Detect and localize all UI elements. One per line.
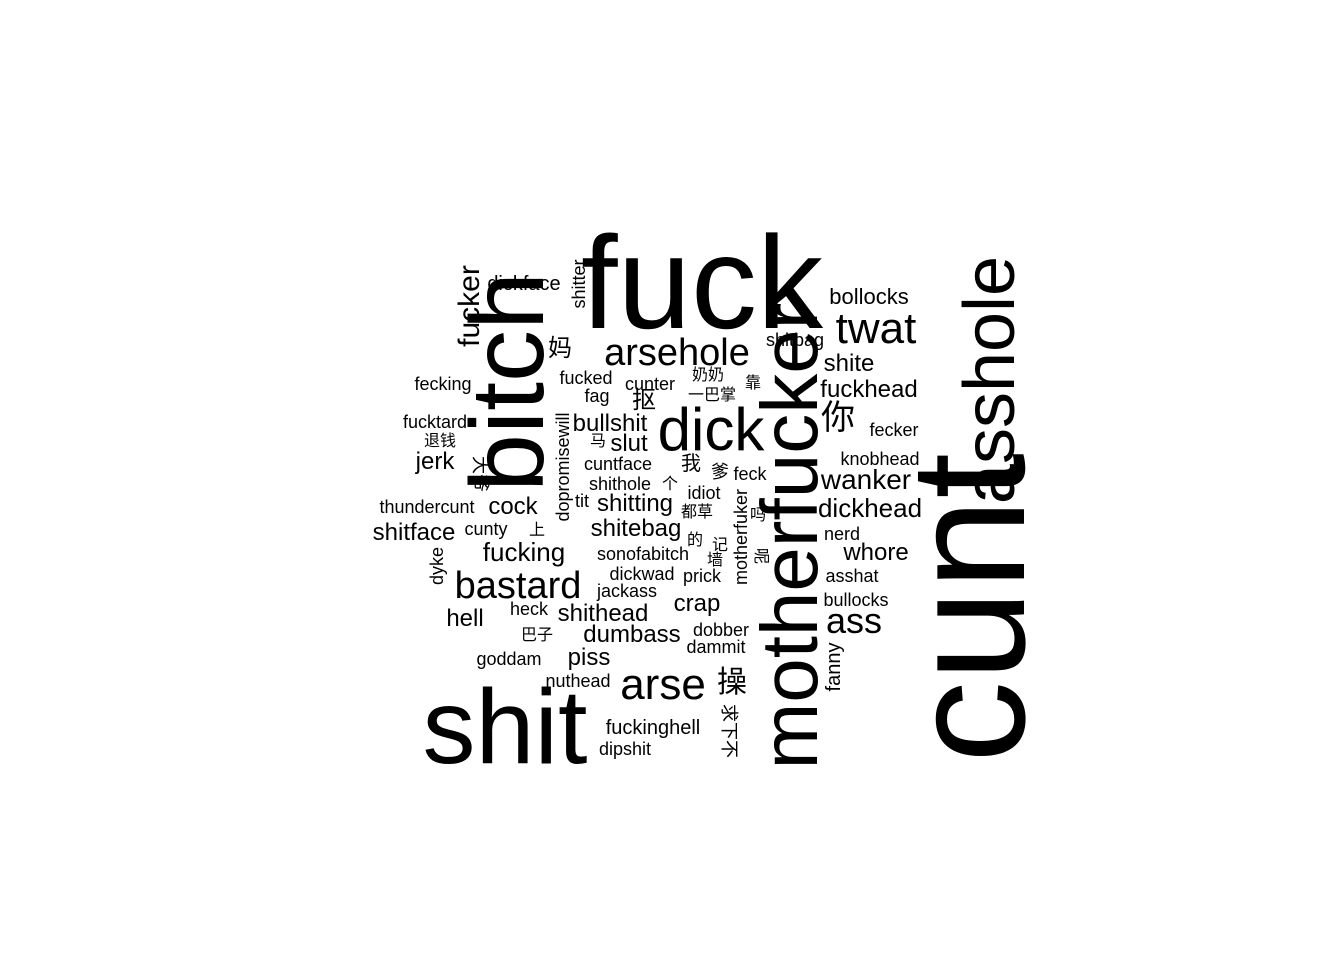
cloud-word: asshat (825, 566, 878, 586)
cloud-word: goddam (476, 649, 541, 669)
cloud-word: ass (826, 600, 882, 641)
cloud-word: 求下不 (719, 704, 739, 758)
cloud-word: 呢 (752, 548, 769, 564)
cloud-word: prick (683, 566, 722, 586)
cloud-word: dipshit (599, 739, 651, 759)
cloud-word: 个 (662, 475, 678, 493)
cloud-word: asshole (950, 256, 1030, 504)
cloud-word: shitface (373, 519, 456, 546)
cloud-word: 抠 (632, 387, 656, 414)
cloud-word: nuthead (545, 671, 610, 691)
cloud-word: arse (620, 660, 706, 709)
cloud-word: 靠 (745, 374, 761, 392)
cloud-word: cunt (876, 453, 1059, 763)
cloud-word: cock (488, 493, 538, 520)
cloud-word: cuntface (584, 454, 652, 474)
cloud-word: 操 (717, 666, 747, 699)
cloud-word: 马 (590, 432, 606, 450)
cloud-word: slut (610, 430, 648, 457)
cloud-word: fucked (559, 368, 612, 388)
cloud-word: 我 (681, 452, 701, 475)
cloud-word: shithead (558, 600, 649, 627)
cloud-word: 巴子 (521, 626, 553, 644)
cloud-word: shitbag (766, 330, 824, 350)
cloud-word: cunter (625, 374, 675, 394)
cloud-word: jerk (415, 448, 456, 475)
cloud-word: dopromisewill (553, 412, 573, 521)
cloud-word: shithole (589, 474, 651, 494)
cloud-word: 都草 (681, 503, 713, 521)
cloud-word: fuckhead (820, 376, 917, 403)
cloud-word: nerd (824, 524, 860, 544)
cloud-word: shitter (569, 259, 589, 308)
cloud-word: hell (446, 605, 483, 632)
cloud-word: dumbass (583, 621, 680, 648)
cloud-word: dickface (487, 273, 560, 295)
cloud-word: wanker (820, 464, 911, 495)
cloud-word: fucker (453, 265, 486, 347)
cloud-word: bullshit (573, 410, 648, 437)
cloud-word: sonofabitch (597, 544, 689, 564)
cloud-word: jackass (596, 581, 657, 601)
cloud-word: fuck (581, 209, 824, 356)
cloud-word: 大爷 (470, 456, 490, 492)
cloud-word: knobhead (840, 449, 919, 469)
cloud-word: bollocks (829, 284, 908, 309)
cloud-word: shite (824, 350, 875, 377)
cloud-word: fecker (869, 420, 918, 440)
cloud-word: fucking (483, 537, 565, 567)
cloud-word: 记 (712, 536, 728, 554)
cloud-word: 妈 (548, 335, 572, 362)
cloud-word: 奶奶 (692, 366, 724, 384)
cloud-word: dyke (427, 547, 447, 585)
cloud-word: dammit (686, 637, 745, 657)
cloud-word: dick (658, 396, 766, 463)
cloud-word: 你 (821, 399, 855, 437)
cloud-word: bullocks (823, 590, 888, 610)
cloud-word: 吗 (750, 506, 766, 524)
cloud-word: whore (842, 539, 908, 566)
cloud-word: shitebag (591, 515, 682, 542)
cloud-word: piss (568, 644, 611, 671)
cloud-word: arsehole (604, 332, 750, 374)
cloud-word: idiot (687, 483, 720, 503)
cloud-word: tit (575, 491, 589, 511)
cloud-word: 爹 (711, 462, 729, 482)
cloud-word: fecking (414, 374, 471, 394)
cloud-word: motherfuker (731, 489, 751, 585)
cloud-word: shitting (597, 490, 673, 517)
cloud-word: motherfucker (745, 303, 834, 770)
cloud-word: heck (510, 599, 549, 619)
cloud-word: feck (733, 464, 767, 484)
cloud-word: thundercunt (379, 497, 474, 517)
cloud-word: bitch (450, 272, 566, 492)
cloud-word: crap (674, 590, 721, 617)
cloud-word: fucktard (403, 412, 467, 432)
cloud-word: cunty (464, 519, 507, 539)
cloud-word: twat (836, 304, 917, 353)
cloud-word: 墙 (707, 551, 723, 569)
cloud-word: fuckinghell (606, 717, 701, 739)
cloud-word: fag (584, 386, 609, 406)
cloud-word: dobber (693, 620, 749, 640)
cloud-word: 的 (687, 531, 703, 549)
cloud-word: 退钱 (424, 432, 456, 450)
cloud-word: 上 (529, 521, 545, 539)
cloud-word: 一巴掌 (688, 386, 736, 404)
cloud-word: dickhead (818, 493, 922, 523)
cloud-word: shit (423, 668, 588, 786)
cloud-word: bastard (455, 565, 582, 607)
cloud-word: dickwad (609, 564, 674, 584)
cloud-word: fanny (823, 643, 845, 692)
